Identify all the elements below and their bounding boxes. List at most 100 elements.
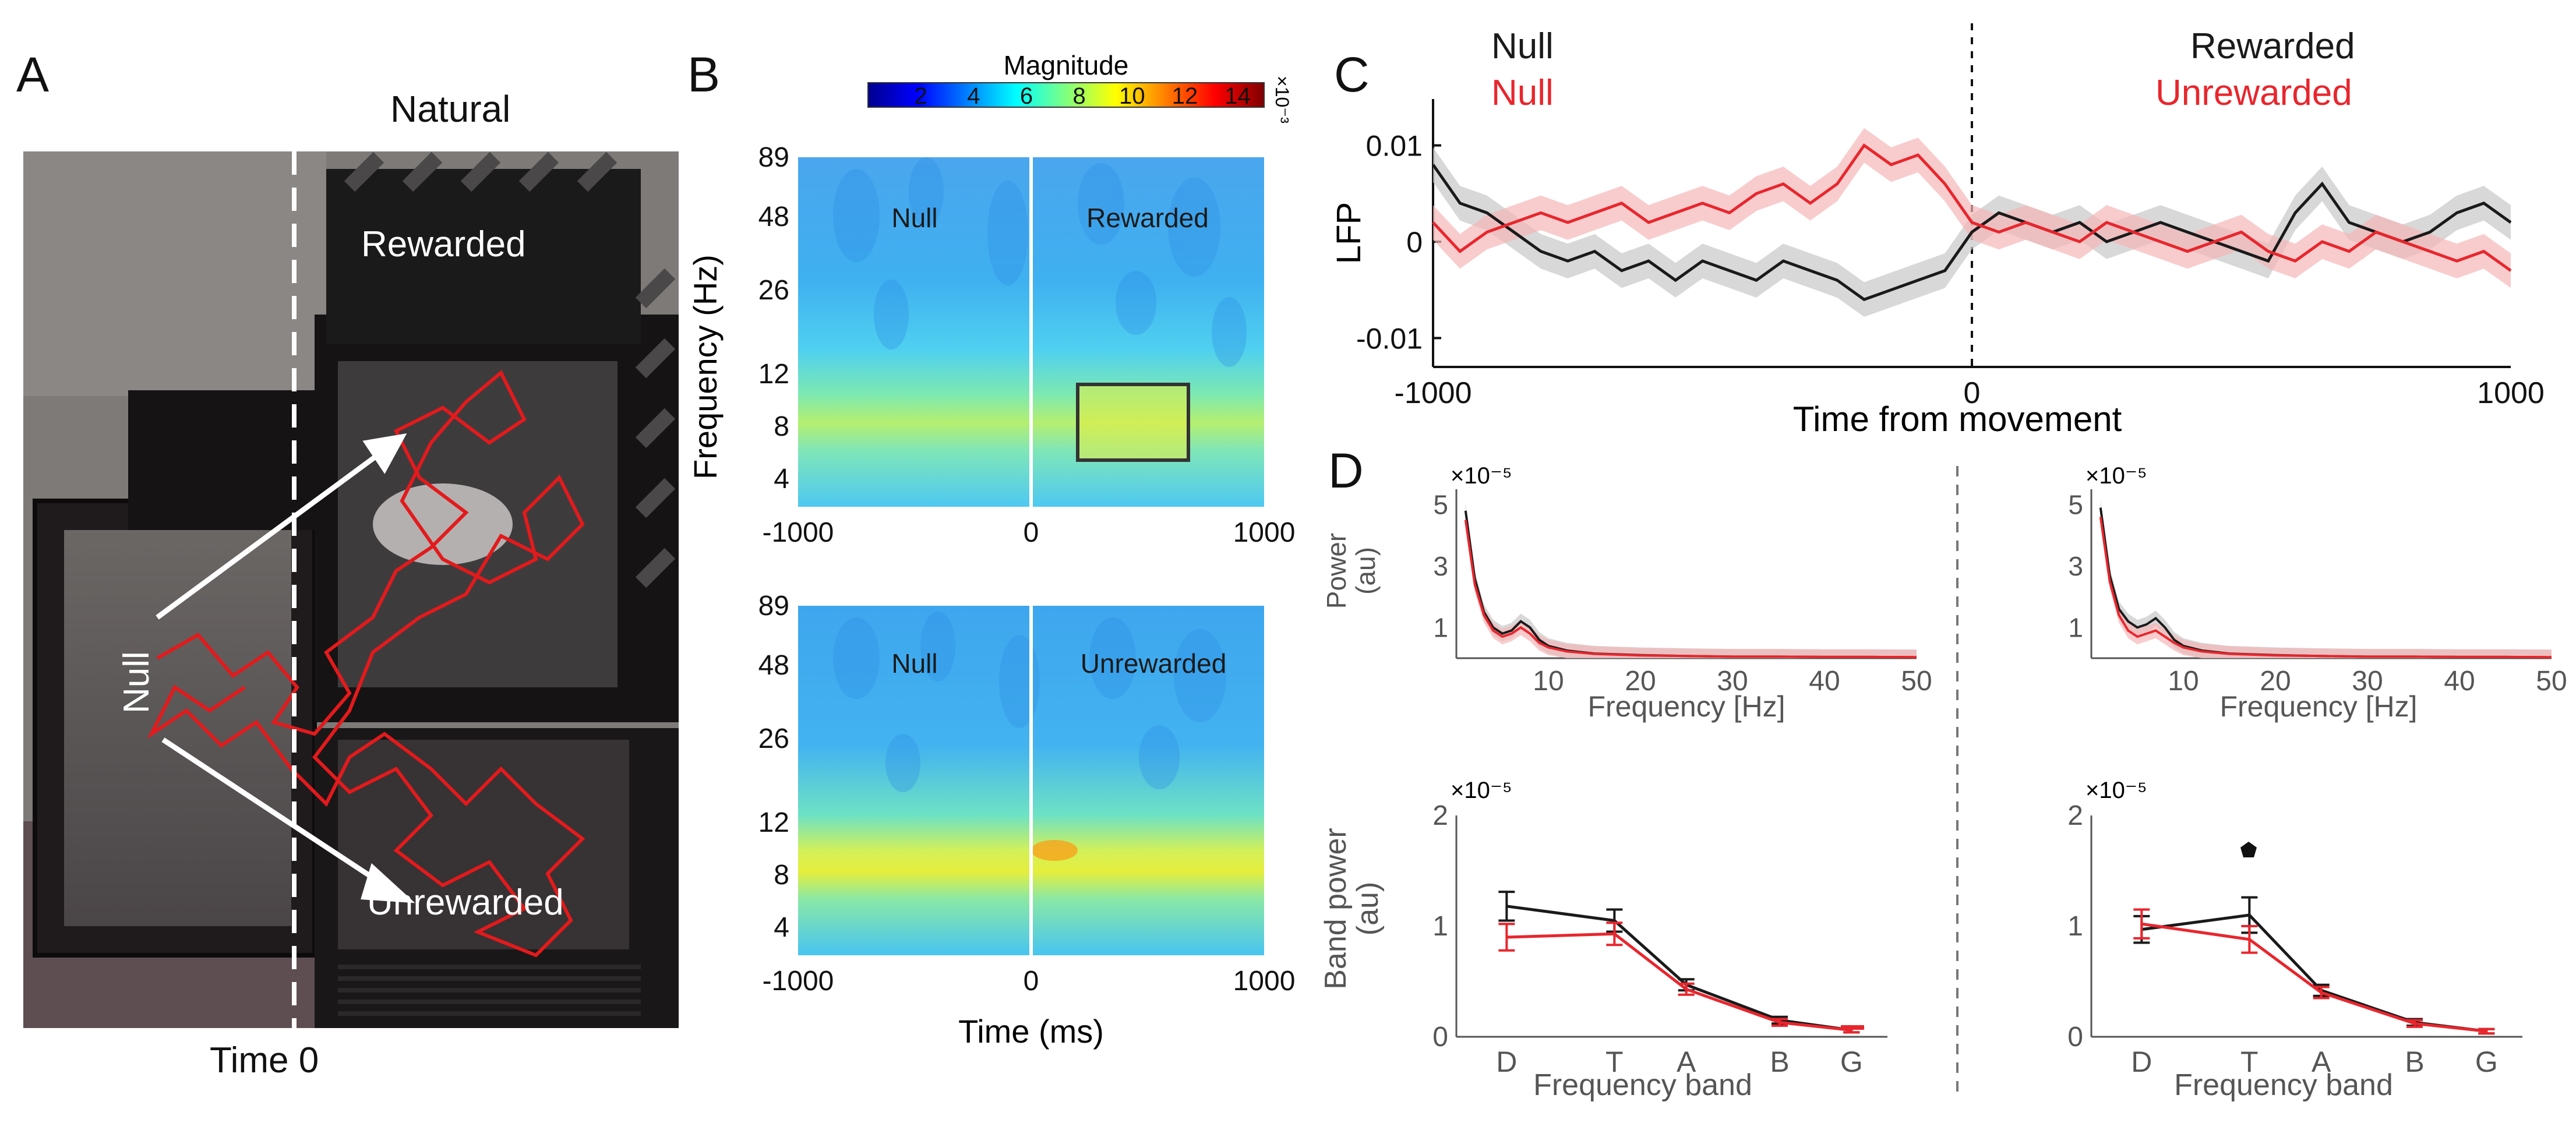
power-xtick: 30 (2352, 666, 2383, 697)
panel-b-figure: Magnitude 2 4 6 8 10 12 14 ×10⁻³ Null Rewarded… (687, 50, 1296, 1050)
spec-bottom-yticks: 89 48 26 12 8 4 (758, 591, 789, 943)
band-ytick: 0 (1432, 1022, 1448, 1053)
spec-ytick: 89 (758, 591, 789, 621)
legend-left-null: Null (1491, 26, 1554, 66)
colorbar-tick: 12 (1172, 83, 1198, 109)
band-xlabel-right: Frequency band (2174, 1068, 2393, 1102)
band-xtick: A (2312, 1046, 2331, 1078)
top-cage-bars (344, 151, 676, 588)
direction-arrows (156, 433, 415, 903)
spec-bottom-left-label: Null (891, 648, 937, 679)
band-scale-left: ×10⁻⁵ (1451, 778, 1512, 803)
power-xlabel-left: Frequency [Hz] (1587, 690, 1785, 723)
band-xtick: B (2405, 1046, 2424, 1078)
lfp-plot: 0.01 0 -0.01 -1000 0 1000 (1356, 23, 2545, 410)
power-xtick: 30 (1717, 666, 1748, 697)
panel-a-title: Natural (390, 88, 511, 130)
spec-ytick: 26 (758, 275, 789, 306)
colorbar-tick: 8 (1073, 83, 1086, 109)
spec-ytick: 12 (758, 807, 789, 838)
spectrogram-bottom-hotspot (1031, 840, 1078, 861)
band-scale-right: ×10⁻⁵ (2085, 778, 2147, 803)
panel-b-xlabel: Time (ms) (958, 1013, 1104, 1050)
power-scale-left: ×10⁻⁵ (1451, 463, 1512, 489)
lfp-xtick: -1000 (1395, 376, 1472, 410)
spec-top-xticks: -1000 0 1000 (763, 517, 1296, 548)
spec-xtick: 1000 (1233, 966, 1296, 997)
power-xtick: 50 (1901, 666, 1932, 697)
power-plot-right: 5 3 1 10 20 30 40 50 (2068, 489, 2567, 697)
colorbar-tick: 10 (1119, 83, 1145, 109)
panel-a-caption: Time 0 (210, 1040, 319, 1080)
spec-xtick: 0 (1024, 966, 1039, 997)
band-xlabel-left: Frequency band (1533, 1068, 1752, 1102)
power-ytick: 5 (2068, 489, 2083, 520)
band-ytick: 2 (2067, 800, 2083, 831)
panel-c-ylabel: LFP (1330, 202, 1368, 264)
band-xtick: G (2475, 1046, 2498, 1078)
band-plot-right: 2 1 0 D T A B G (2067, 800, 2522, 1078)
lfp-ytick: 0.01 (1366, 130, 1423, 163)
label-null: Null (117, 651, 157, 714)
band-xtick: A (1677, 1046, 1696, 1078)
power-xtick: 20 (1625, 666, 1656, 697)
panel-b-ylabel: Frequency (Hz) (687, 255, 724, 479)
colorbar-ticks: 2 4 6 8 10 12 14 (915, 83, 1251, 109)
spec-xtick: -1000 (763, 966, 834, 997)
colorbar (867, 82, 1265, 108)
spec-ytick: 8 (774, 411, 789, 442)
band-line-test (1506, 932, 1852, 1032)
legend-right-rewarded: Rewarded (2190, 26, 2355, 66)
trajectory-path (147, 370, 585, 958)
power-ylabel-line2: (au) (1350, 547, 1381, 595)
lfp-line-test (1432, 143, 2512, 272)
panel-a-label: A (16, 47, 50, 102)
animal (373, 483, 513, 565)
power-plot-left: 5 3 1 10 20 30 40 50 (1433, 489, 1932, 697)
band-xtick: B (1770, 1046, 1789, 1078)
power-xtick: 10 (1533, 666, 1564, 697)
band-xtick: G (1840, 1046, 1863, 1078)
spec-top-yticks: 89 48 26 12 8 4 (758, 142, 789, 495)
power-xlabel-right: Frequency [Hz] (2219, 690, 2417, 723)
panel-c-xlabel: Time from movement (1793, 400, 2122, 439)
panel-c-figure: Null Null Rewarded Unrewarded 0.01 0 -0.01… (1330, 23, 2545, 439)
band-xtick: T (2240, 1046, 2259, 1078)
band-xtick: D (2131, 1046, 2152, 1078)
band-xtick: T (1605, 1046, 1624, 1078)
lfp-xtick: 0 (1964, 376, 1981, 410)
spec-xtick: -1000 (763, 517, 834, 548)
colorbar-tick: 6 (1020, 83, 1033, 109)
band-ytick: 1 (2067, 911, 2083, 942)
power-xtick: 20 (2260, 666, 2291, 697)
power-scale-right: ×10⁻⁵ (2085, 463, 2147, 489)
spec-top-left-label: Null (891, 203, 937, 233)
significance-marker (2240, 842, 2257, 857)
band-line-null (1506, 905, 1852, 1032)
lfp-ytick: 0 (1406, 226, 1423, 259)
power-xtick: 40 (1809, 666, 1840, 697)
power-xtick: 10 (2168, 666, 2199, 697)
band-line-test (2141, 922, 2487, 1033)
spec-ytick: 89 (758, 142, 789, 173)
power-ylabel-line1: Power (1321, 533, 1351, 609)
spec-ytick: 26 (758, 723, 789, 754)
label-unrewarded: Unrewarded (367, 882, 564, 923)
lfp-line-null (1431, 164, 2512, 302)
colorbar-tick: 4 (967, 83, 980, 109)
band-ytick: 1 (1432, 911, 1448, 942)
spec-ytick: 4 (774, 912, 789, 943)
colorbar-label: Magnitude (1004, 50, 1129, 80)
power-ytick: 3 (2068, 551, 2083, 581)
spec-xtick: 1000 (1233, 517, 1296, 548)
power-line-test (2099, 517, 2552, 659)
legend-right-unrewarded: Unrewarded (2155, 73, 2352, 113)
power-ytick: 1 (1433, 612, 1448, 642)
panel-b-label: B (687, 47, 721, 102)
spec-xtick: 0 (1024, 517, 1039, 548)
spec-top-right-label: Rewarded (1086, 203, 1209, 233)
power-ytick: 1 (2068, 612, 2083, 642)
lfp-xtick: 1000 (2477, 376, 2545, 410)
band-plot-left: 2 1 0 D T A B G (1432, 800, 1887, 1078)
